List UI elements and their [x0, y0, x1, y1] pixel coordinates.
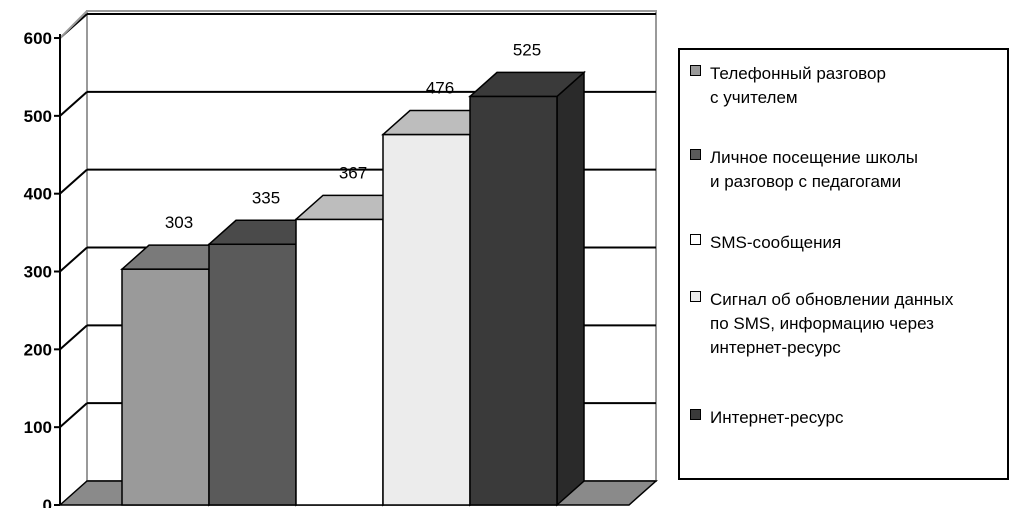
- y-tick-label: 200: [24, 340, 52, 359]
- bar: [382, 133, 471, 506]
- data-label: 367: [339, 163, 367, 182]
- legend-label-signal: Сигнал об обновлении данных по SMS, инфо…: [710, 288, 1002, 360]
- gridline-connector: [59, 246, 88, 273]
- bar-top: [468, 71, 586, 98]
- side-wall-edge: [59, 10, 88, 39]
- bar: [469, 95, 558, 506]
- legend-label-line: с учителем: [710, 88, 798, 107]
- legend-swatch-phone: [690, 65, 701, 76]
- legend-label-line: Сигнал об обновлении данных: [710, 290, 954, 309]
- legend-label-phone: Телефонный разговор с учителем: [710, 62, 1002, 110]
- legend-label-line: по SMS, информацию через: [710, 314, 934, 333]
- gridline-connector: [59, 91, 88, 117]
- legend-swatch-sms: [690, 234, 701, 245]
- y-tick-label: 600: [24, 29, 52, 48]
- legend-item-phone: Телефонный разговор с учителем: [690, 62, 1002, 114]
- data-label: 303: [165, 213, 193, 232]
- legend-label-visit: Личное посещение школы и разговор с педа…: [710, 146, 1002, 194]
- legend: Телефонный разговор с учителем Личное по…: [678, 48, 1009, 480]
- legend-item-internet: Интернет-ресурс: [690, 406, 1002, 432]
- gridline-connector: [59, 324, 88, 351]
- legend-item-signal: Сигнал об обновлении данных по SMS, инфо…: [690, 288, 1002, 364]
- legend-label-line: интернет-ресурс: [710, 338, 841, 357]
- legend-swatch-visit: [690, 149, 701, 160]
- legend-label-sms: SMS-сообщения: [710, 231, 1002, 255]
- bar-chart: 0 100 200 300 400 500 600 303 335 367 476 525: [24, 10, 658, 508]
- data-label: 335: [252, 188, 280, 207]
- y-tick-label: 100: [24, 418, 52, 437]
- gridline-connector: [59, 402, 88, 428]
- legend-label-line: Телефонный разговор: [710, 64, 886, 83]
- legend-swatch-signal: [690, 291, 701, 302]
- legend-label-line: Личное посещение школы: [710, 148, 918, 167]
- legend-swatch-internet: [690, 409, 701, 420]
- y-tick-label: 0: [43, 496, 52, 508]
- y-tick-label: 400: [24, 185, 52, 204]
- bar: [295, 218, 384, 506]
- legend-item-sms: SMS-сообщения: [690, 231, 1002, 257]
- gridline-connector: [59, 168, 88, 195]
- bar: [208, 243, 297, 506]
- y-tick-label: 500: [24, 107, 52, 126]
- legend-item-visit: Личное посещение школы и разговор с педа…: [690, 146, 1002, 198]
- bar-side: [556, 70, 585, 507]
- legend-label-line: Интернет-ресурс: [710, 408, 844, 427]
- y-tick-label: 300: [24, 263, 52, 282]
- legend-label-line: и разговор с педагогами: [710, 172, 902, 191]
- legend-label-line: SMS-сообщения: [710, 233, 842, 252]
- bar: [121, 268, 210, 506]
- data-label: 525: [513, 40, 541, 59]
- data-label: 476: [426, 79, 454, 98]
- legend-label-internet: Интернет-ресурс: [710, 406, 1002, 430]
